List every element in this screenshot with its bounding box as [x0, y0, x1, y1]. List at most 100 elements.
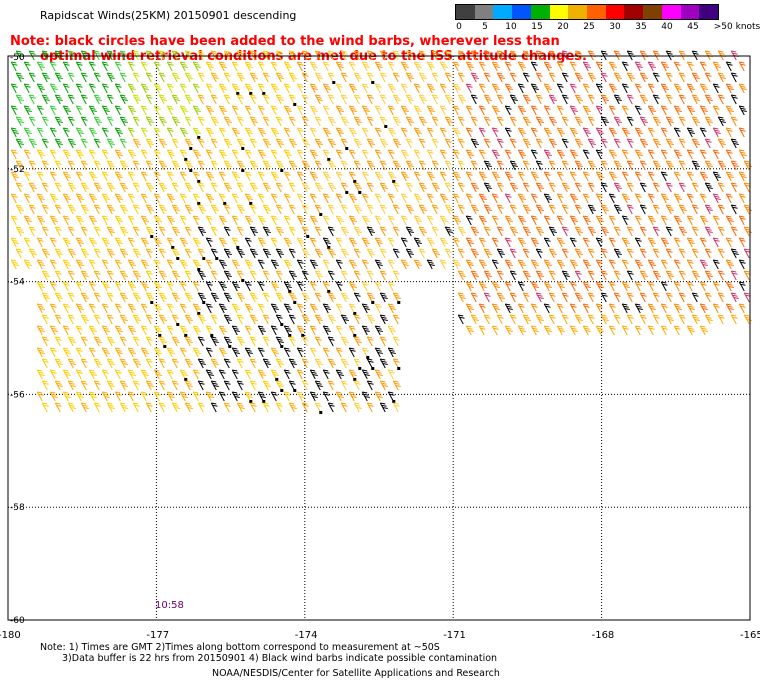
wind-barb: [556, 105, 564, 116]
wind-barb: [699, 325, 708, 336]
wind-barb: [179, 303, 187, 314]
wind-barb: [218, 171, 226, 182]
wind-barb: [595, 171, 604, 182]
wind-barb: [15, 94, 24, 105]
wind-barb: [197, 160, 205, 171]
wind-barb: [600, 160, 608, 171]
wind-barb: [132, 72, 140, 83]
wind-barb: [439, 171, 447, 182]
wind-barb: [626, 160, 634, 171]
wind-barb: [587, 292, 595, 303]
wind-barb: [660, 303, 668, 314]
wind-barb: [236, 182, 244, 193]
wind-barb: [223, 292, 232, 303]
wind-barb: [452, 83, 461, 94]
wind-barb: [171, 116, 180, 127]
wind-barb: [101, 149, 109, 160]
wind-barb: [691, 160, 700, 171]
wind-barb: [140, 281, 149, 292]
wind-barb: [535, 226, 544, 237]
wind-barb: [738, 193, 746, 204]
wind-barb: [561, 116, 569, 127]
wind-barb: [36, 325, 45, 336]
wind-barb: [348, 237, 357, 248]
wind-barb: [184, 358, 193, 369]
wind-barb: [392, 204, 400, 215]
wind-barb: [405, 160, 414, 171]
wind-barb: [301, 292, 310, 303]
wind-barb: [639, 72, 648, 83]
legend-label: 25: [583, 22, 595, 32]
wind-barb: [236, 94, 244, 105]
wind-barb: [699, 193, 707, 204]
wind-barb: [587, 160, 596, 171]
wind-barb: [483, 94, 492, 105]
wind-barb: [361, 369, 370, 380]
wind-barb: [569, 237, 577, 248]
wind-barb: [361, 259, 369, 270]
wind-barb: [478, 61, 486, 72]
wind-barb: [561, 270, 570, 281]
wind-barb: [691, 226, 699, 237]
wind-barb: [132, 314, 141, 325]
wind-barb: [387, 127, 396, 138]
wind-barb: [179, 281, 187, 292]
wind-barb: [353, 72, 362, 83]
wind-barb: [608, 127, 617, 138]
wind-barb: [41, 380, 49, 391]
wind-barb: [309, 127, 317, 138]
wind-barb: [54, 160, 62, 171]
wind-barb: [574, 248, 583, 259]
wind-barb: [587, 204, 596, 215]
wind-barb: [309, 171, 318, 182]
wind-barb: [80, 160, 88, 171]
wind-barb: [62, 347, 71, 358]
wind-barb: [452, 259, 461, 270]
wind-barb: [75, 325, 83, 336]
wind-barb: [166, 61, 174, 72]
wind-barb: [153, 171, 161, 182]
wind-barb: [101, 193, 110, 204]
wind-barb: [725, 171, 734, 182]
wind-barb: [366, 402, 374, 413]
wind-barb: [127, 61, 135, 72]
wind-barb: [717, 138, 726, 149]
wind-barb: [179, 83, 187, 94]
wind-barb: [322, 259, 330, 270]
wind-barb: [496, 182, 504, 193]
wind-barb: [322, 215, 330, 226]
wind-barb: [392, 314, 400, 325]
wind-barb: [101, 391, 110, 402]
wind-barb: [114, 391, 122, 402]
wind-barb: [548, 160, 556, 171]
wind-barb: [166, 369, 174, 380]
wind-barb: [197, 116, 205, 127]
wind-barb: [478, 149, 486, 160]
wind-barb: [153, 303, 162, 314]
wind-barb: [119, 138, 127, 149]
wind-barb: [478, 281, 487, 292]
wind-barb: [288, 138, 297, 149]
wind-barb: [548, 248, 557, 259]
wind-barb: [556, 83, 564, 94]
wind-barb: [366, 358, 374, 369]
wind-barb: [738, 215, 746, 226]
wind-barb: [132, 116, 140, 127]
wind-barb: [613, 116, 622, 127]
wind-barb: [665, 270, 674, 281]
wind-barb: [660, 83, 669, 94]
wind-barb: [374, 83, 382, 94]
wind-barb: [634, 215, 642, 226]
wind-barb: [387, 105, 395, 116]
wind-barb: [569, 127, 578, 138]
wind-barb: [41, 358, 49, 369]
wind-barb: [548, 204, 556, 215]
wind-barb: [418, 116, 427, 127]
wind-barb: [595, 259, 603, 270]
contamination-marker: [327, 158, 331, 161]
wind-barb: [23, 193, 31, 204]
contamination-marker: [184, 158, 188, 161]
wind-barb: [197, 336, 205, 347]
wind-barb: [600, 270, 608, 281]
wind-barb: [132, 336, 140, 347]
